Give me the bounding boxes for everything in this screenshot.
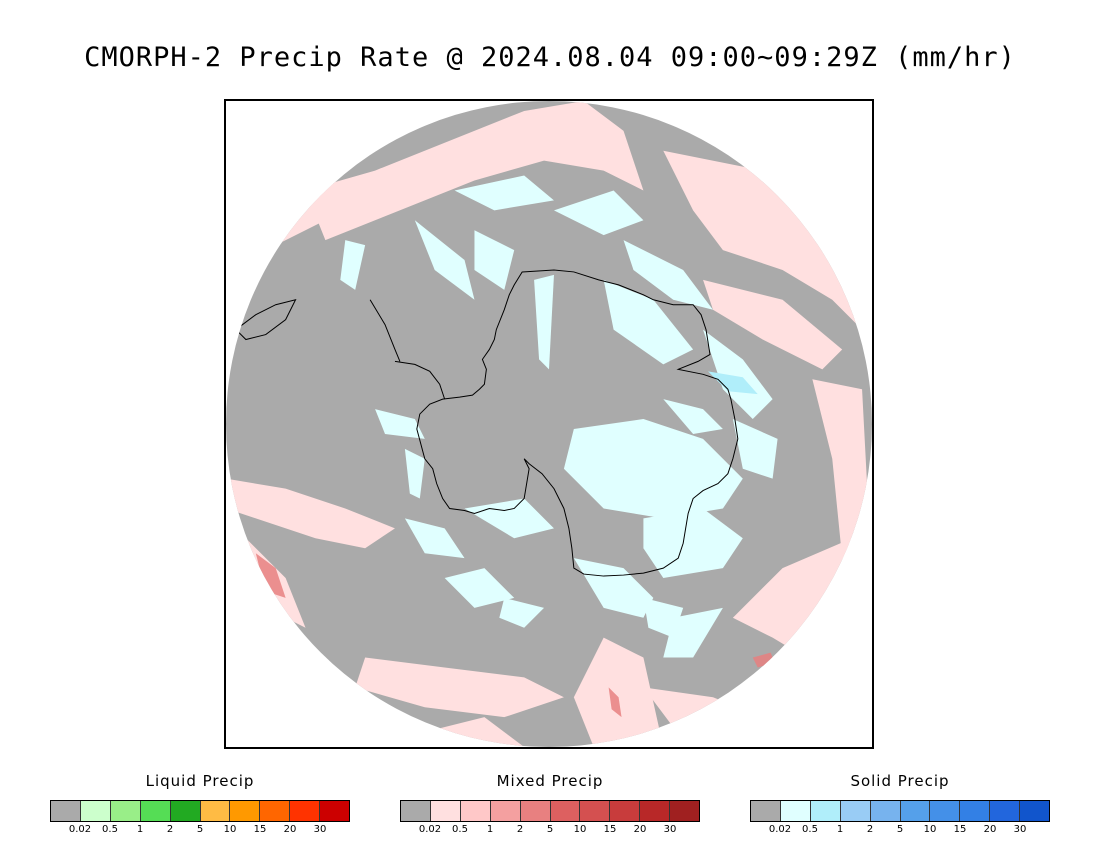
solid-swatch-6	[930, 801, 961, 821]
peninsula-coastline	[394, 360, 446, 400]
liquid-tick-label: 5	[196, 824, 204, 835]
solid-tick-label: 30	[1013, 824, 1027, 835]
liquid-swatch-8	[290, 801, 321, 821]
legend-solid-title: Solid Precip	[850, 772, 950, 790]
polar-map	[226, 101, 872, 747]
legend-mixed-colorbar	[400, 800, 700, 822]
legend-solid-colorbar	[750, 800, 1050, 822]
mixed-swatch-9	[670, 801, 700, 821]
liquid-swatch-1	[80, 801, 111, 821]
mixed-tick-label: 10	[573, 824, 587, 835]
mixed-tick-label: 1	[486, 824, 494, 835]
solid-tick-label: 10	[923, 824, 937, 835]
liquid-tick-label: 0.02	[68, 824, 92, 835]
solid-tick-label: 2	[866, 824, 874, 835]
liquid-tick-label: 15	[253, 824, 267, 835]
solid-tick-label: 5	[896, 824, 904, 835]
solid-tick-label: 1	[836, 824, 844, 835]
liquid-swatch-0	[51, 801, 81, 821]
solid-swatch-9	[1020, 801, 1050, 821]
mixed-swatch-3	[490, 801, 521, 821]
mixed-swatch-0	[401, 801, 431, 821]
solid-tick-label: 15	[953, 824, 967, 835]
solid-swatch-8	[990, 801, 1021, 821]
mixed-tick-label: 30	[663, 824, 677, 835]
liquid-swatch-6	[230, 801, 261, 821]
liquid-swatch-7	[260, 801, 291, 821]
mixed-swatch-5	[550, 801, 581, 821]
liquid-tick-label: 1	[136, 824, 144, 835]
mixed-swatch-8	[640, 801, 671, 821]
legend-liquid-ticks: 0.02 0.5 1 2 5 10 15 20 30	[50, 822, 350, 838]
solid-precip-moderate	[708, 371, 758, 395]
liquid-swatch-2	[110, 801, 141, 821]
solid-swatch-2	[810, 801, 841, 821]
solid-swatch-0	[751, 801, 781, 821]
legend-mixed: Mixed Precip 0.02 0.5 1 2 5 10 15 20 30	[400, 770, 700, 838]
solid-tick-label: 0.02	[768, 824, 792, 835]
solid-swatch-4	[870, 801, 901, 821]
map-panel	[224, 99, 874, 749]
liquid-swatch-9	[320, 801, 350, 821]
mixed-swatch-4	[520, 801, 551, 821]
mixed-swatch-1	[430, 801, 461, 821]
legend-liquid-colorbar	[50, 800, 350, 822]
antarctica-coastline	[416, 269, 739, 577]
liquid-tick-label: 10	[223, 824, 237, 835]
liquid-swatch-3	[140, 801, 171, 821]
solid-precip-areas	[340, 175, 778, 658]
liquid-tick-label: 2	[166, 824, 174, 835]
mixed-tick-label: 0.5	[452, 824, 468, 835]
map-title: CMORPH-2 Precip Rate @ 2024.08.04 09:00~…	[84, 42, 1016, 73]
liquid-tick-label: 20	[283, 824, 297, 835]
liquid-swatch-4	[170, 801, 201, 821]
legend-solid: Solid Precip 0.02 0.5 1 2 5 10 15 20 30	[750, 770, 1050, 838]
legend-mixed-ticks: 0.02 0.5 1 2 5 10 15 20 30	[400, 822, 700, 838]
solid-swatch-1	[780, 801, 811, 821]
mixed-tick-label: 20	[633, 824, 647, 835]
mixed-tick-label: 5	[546, 824, 554, 835]
mixed-swatch-2	[460, 801, 491, 821]
mixed-tick-label: 0.02	[418, 824, 442, 835]
legend-liquid: Liquid Precip 0.02 0.5 1 2 5 10 15 20 30	[50, 770, 350, 838]
liquid-swatch-5	[200, 801, 231, 821]
south-america-coastline	[235, 299, 297, 341]
legend-liquid-title: Liquid Precip	[145, 772, 255, 790]
mixed-swatch-7	[610, 801, 641, 821]
solid-tick-label: 20	[983, 824, 997, 835]
liquid-tick-label: 30	[313, 824, 327, 835]
solid-tick-label: 0.5	[802, 824, 818, 835]
liquid-tick-label: 0.5	[102, 824, 118, 835]
mixed-swatch-6	[580, 801, 611, 821]
solid-swatch-3	[840, 801, 871, 821]
legend-solid-ticks: 0.02 0.5 1 2 5 10 15 20 30	[750, 822, 1050, 838]
mixed-tick-label: 2	[516, 824, 524, 835]
peninsula-tip	[369, 299, 401, 362]
solid-swatch-7	[960, 801, 991, 821]
mixed-tick-label: 15	[603, 824, 617, 835]
solid-swatch-5	[900, 801, 931, 821]
legend-mixed-title: Mixed Precip	[496, 772, 604, 790]
